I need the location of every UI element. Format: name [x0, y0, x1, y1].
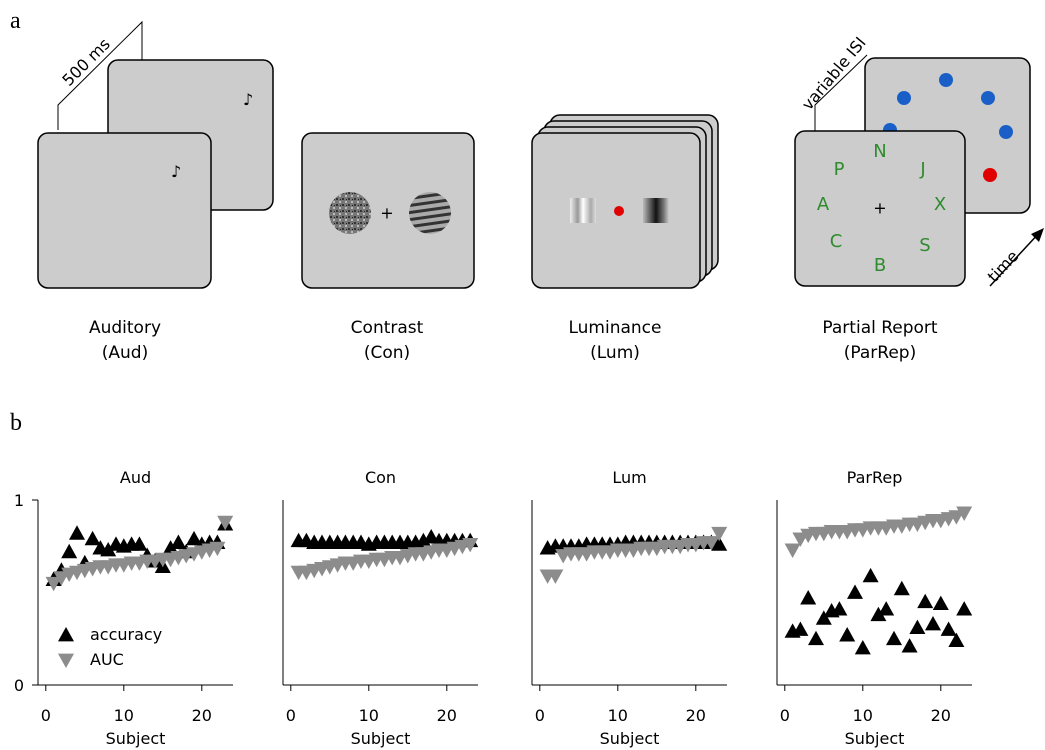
- figure: a b 500 ms ♪ ♪ + variable ISI N J X: [0, 0, 1045, 750]
- partial-report-stimulus: variable ISI N J X S B C A P + time: [795, 33, 1044, 286]
- y-tick-label: 0: [14, 676, 24, 695]
- data-point: [800, 590, 816, 604]
- data-point: [925, 616, 941, 630]
- task-name: Contrast: [351, 318, 424, 338]
- legend-label: AUC: [90, 650, 124, 669]
- data-point: [878, 601, 894, 615]
- auditory-stimulus: 500 ms ♪ ♪: [38, 22, 273, 288]
- legend-label: accuracy: [90, 625, 162, 644]
- data-point: [170, 535, 186, 549]
- data-point: [855, 640, 871, 654]
- task-name: Luminance: [568, 318, 661, 338]
- y-tick-label: 1: [14, 491, 24, 510]
- task-abbr: (Aud): [102, 343, 148, 363]
- x-tick-label: 0: [286, 706, 296, 725]
- x-tick-label: 0: [41, 706, 51, 725]
- data-point: [902, 638, 918, 652]
- interval-label: variable ISI: [798, 33, 870, 114]
- chart-title: Lum: [612, 468, 646, 487]
- x-axis-label: Subject: [600, 729, 660, 748]
- x-tick-label: 20: [686, 706, 706, 725]
- data-point: [808, 631, 824, 645]
- x-tick-label: 20: [192, 706, 212, 725]
- luminance-stimulus: [532, 115, 718, 288]
- task-labels: Auditory (Aud) Contrast (Con) Luminance …: [89, 318, 938, 363]
- data-point: [839, 627, 855, 641]
- interval-label: 500 ms: [58, 34, 114, 90]
- panel-label: a: [10, 8, 21, 34]
- x-axis-label: Subject: [845, 729, 905, 748]
- note-icon: ♪: [171, 162, 181, 181]
- task-name: Auditory: [89, 318, 161, 338]
- task-abbr: (ParRep): [844, 343, 916, 363]
- data-point: [886, 631, 902, 645]
- contrast-stimulus: +: [302, 133, 474, 288]
- x-tick-label: 20: [437, 706, 457, 725]
- x-axis-label: Subject: [106, 729, 166, 748]
- x-axis-label: Subject: [351, 729, 411, 748]
- letter: J: [919, 159, 925, 180]
- data-point: [956, 601, 972, 615]
- x-tick-label: 20: [931, 706, 951, 725]
- x-tick-label: 10: [853, 706, 873, 725]
- data-point: [894, 581, 910, 595]
- fixation: +: [873, 199, 886, 218]
- panel-label: b: [10, 410, 22, 436]
- data-point: [847, 585, 863, 599]
- letter: X: [934, 194, 946, 215]
- data-point: [85, 531, 101, 545]
- legend-marker: [58, 627, 74, 641]
- letter: P: [834, 159, 845, 180]
- data-point: [917, 594, 933, 608]
- chart-title: ParRep: [847, 468, 903, 487]
- task-name: Partial Report: [822, 318, 938, 338]
- data-point: [69, 525, 85, 539]
- time-label: time: [984, 247, 1023, 286]
- data-point: [863, 568, 879, 582]
- x-tick-label: 10: [359, 706, 379, 725]
- letter: A: [817, 194, 830, 215]
- x-tick-label: 10: [608, 706, 628, 725]
- letter: C: [830, 231, 843, 252]
- x-tick-label: 10: [114, 706, 134, 725]
- data-point: [61, 544, 77, 558]
- data-point: [909, 620, 925, 634]
- data-point: [941, 622, 957, 636]
- data-point: [933, 596, 949, 610]
- task-abbr: (Lum): [590, 343, 640, 363]
- fixation: +: [380, 204, 393, 223]
- x-tick-label: 0: [780, 706, 790, 725]
- data-point: [785, 544, 801, 558]
- letter: S: [919, 235, 930, 256]
- letter: N: [873, 141, 886, 162]
- note-icon: ♪: [243, 90, 253, 109]
- x-tick-label: 0: [535, 706, 545, 725]
- legend-marker: [58, 654, 74, 668]
- chart-title: Aud: [120, 468, 151, 487]
- letter: B: [874, 255, 886, 276]
- chart-title: Con: [365, 468, 396, 487]
- task-abbr: (Con): [364, 343, 410, 363]
